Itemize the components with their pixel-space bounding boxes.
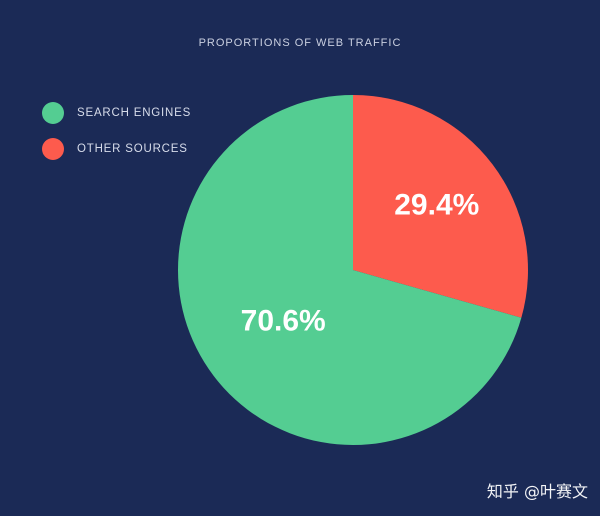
legend-item-search-engines: SEARCH ENGINES bbox=[42, 101, 191, 125]
legend: SEARCH ENGINES OTHER SOURCES bbox=[42, 101, 191, 173]
pie-slice-search-engines bbox=[177, 94, 522, 445]
pie-slice-other-sources bbox=[353, 95, 528, 318]
legend-swatch-search-engines bbox=[42, 102, 64, 124]
legend-label-other-sources: OTHER SOURCES bbox=[77, 143, 188, 155]
pie-label-search-engines: 70.6% bbox=[241, 305, 326, 338]
legend-item-other-sources: OTHER SOURCES bbox=[42, 137, 191, 161]
legend-swatch-other-sources bbox=[42, 138, 64, 160]
pie-label-other-sources: 29.4% bbox=[394, 189, 479, 222]
watermark: 知乎 @叶赛文 bbox=[486, 482, 588, 501]
legend-label-search-engines: SEARCH ENGINES bbox=[77, 107, 192, 119]
chart-title: PROPORTIONS OF WEB TRAFFIC bbox=[198, 37, 402, 49]
